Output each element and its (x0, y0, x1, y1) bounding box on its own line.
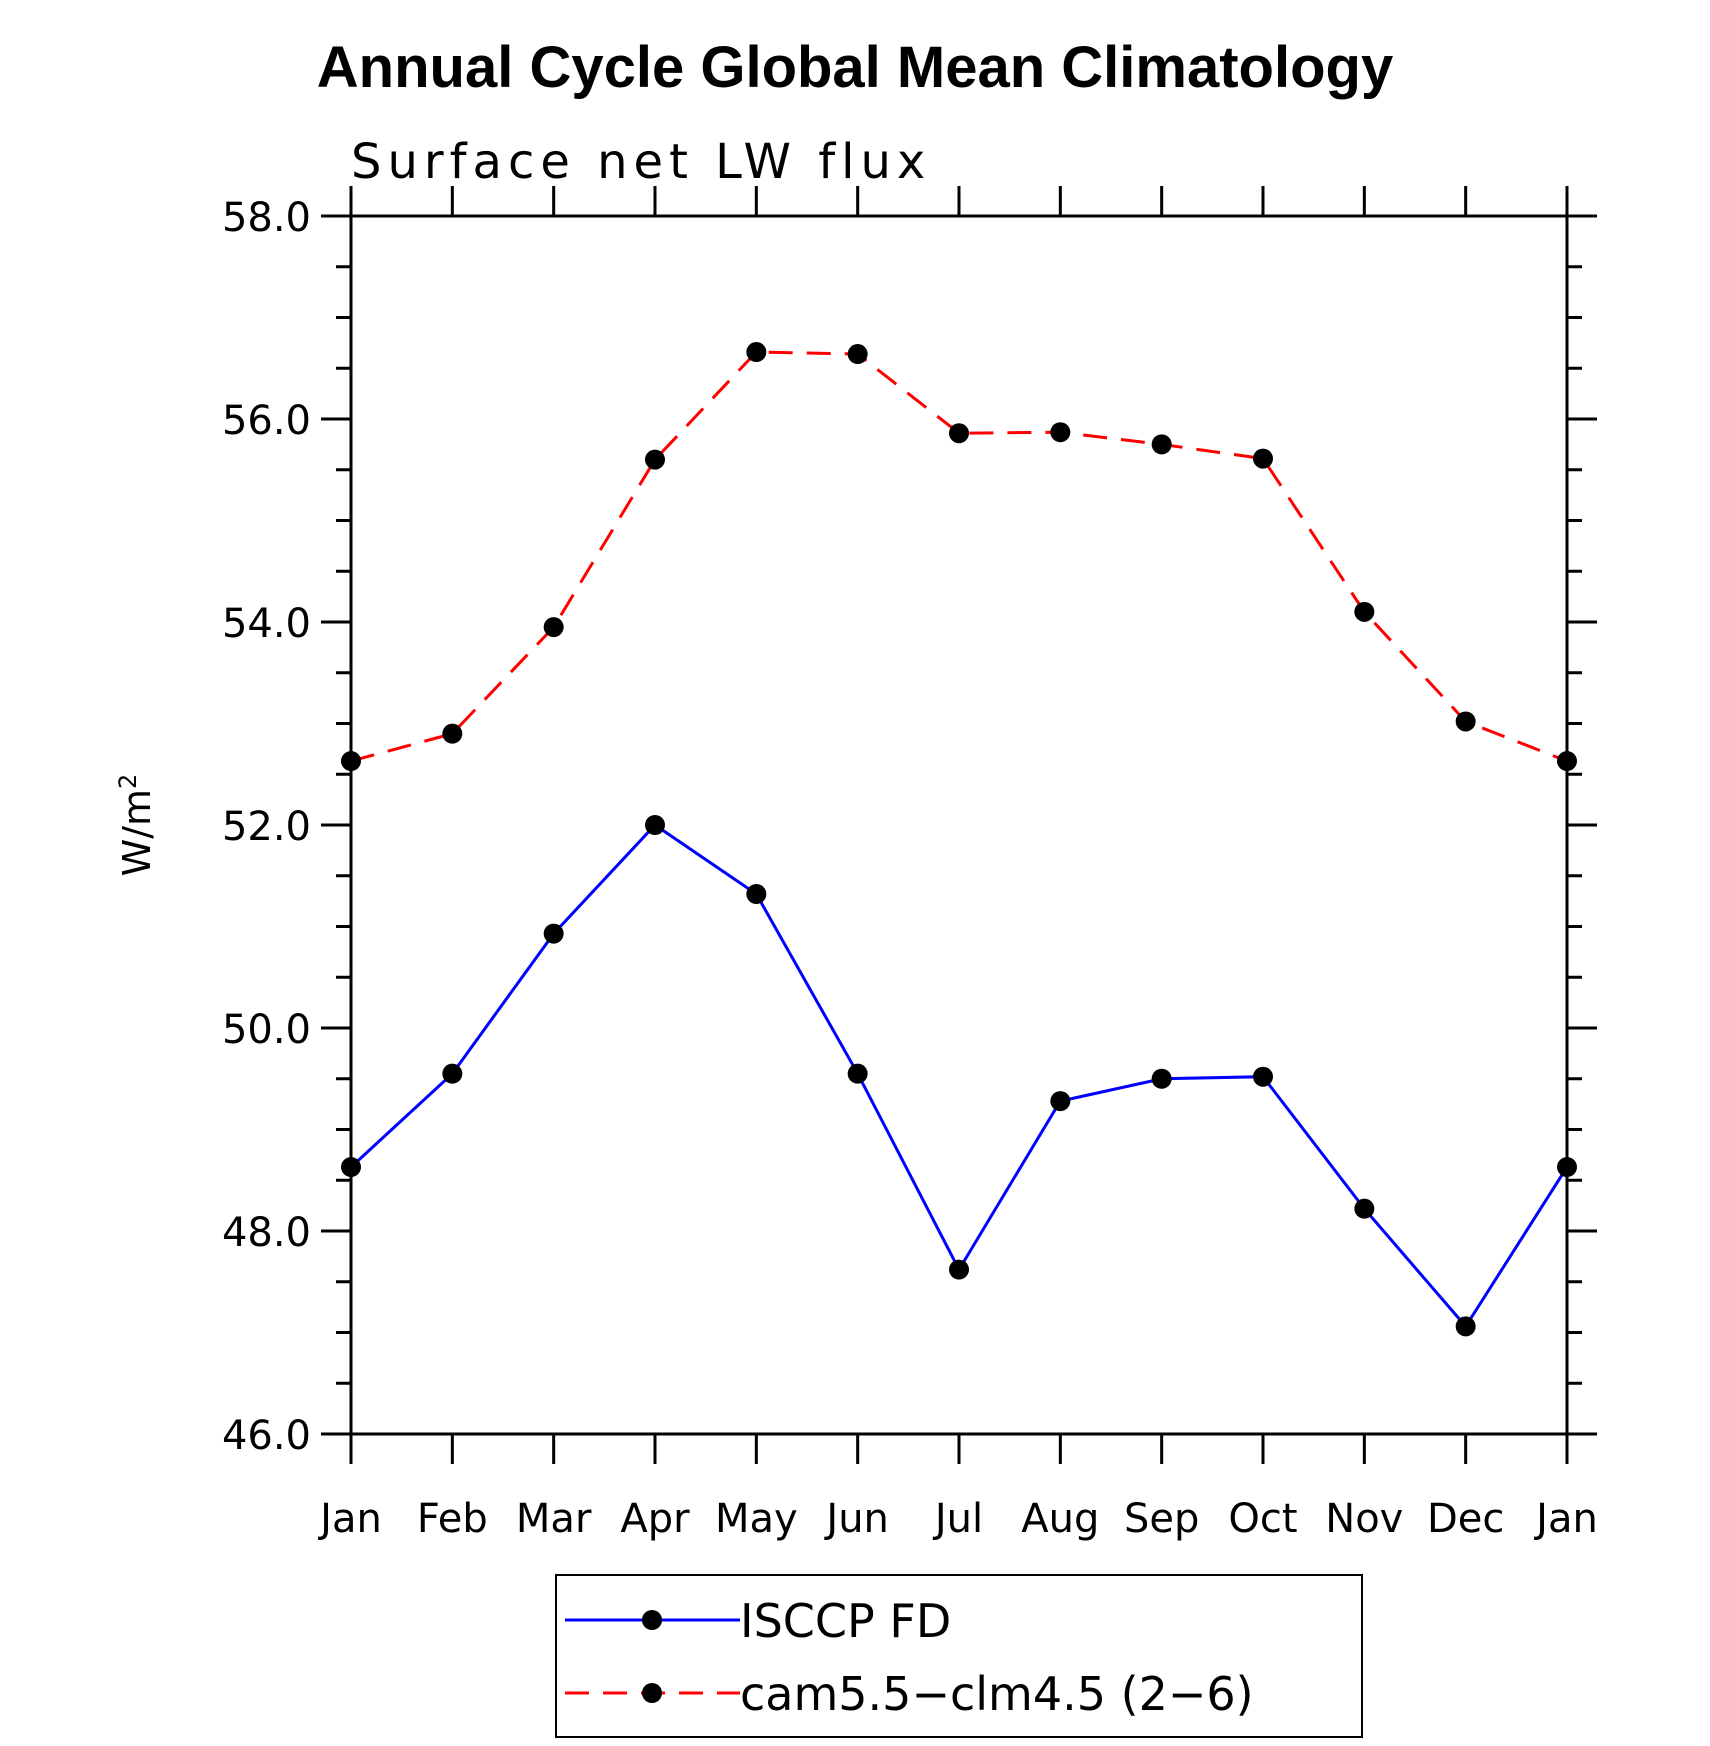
x-tick-label: Oct (1228, 1496, 1297, 1542)
chart-title: Annual Cycle Global Mean Climatology (317, 35, 1393, 100)
data-point-series-1 (1050, 422, 1071, 443)
x-tick-label: Nov (1325, 1496, 1403, 1542)
data-point-series-0 (341, 1157, 361, 1178)
y-axis-label: W/m2 (114, 774, 159, 877)
y-tick-label: 54.0 (222, 601, 311, 647)
y-tick-labels: 46.0 48.0 50.0 52.0 54.0 56.0 58.0 (222, 195, 311, 1459)
chart-subtitle: Surface net LW flux (351, 134, 931, 190)
series-line-0 (349, 823, 1569, 1329)
series-line-1 (350, 350, 1568, 763)
x-tick-label: Jan (317, 1496, 382, 1542)
x-tick-label: May (715, 1496, 798, 1542)
y-axis-label-superscript: 2 (114, 774, 142, 789)
legend-box (555, 1574, 1363, 1738)
data-point-series-1 (341, 751, 361, 772)
data-point-series-1 (1455, 711, 1476, 732)
data-point-series-0 (1050, 1091, 1071, 1112)
x-tick-label: Aug (1021, 1496, 1099, 1542)
x-tick-label: Sep (1124, 1496, 1199, 1542)
data-point-series-0 (1253, 1066, 1273, 1087)
x-tick-label: Mar (516, 1496, 592, 1542)
x-tick-label: Feb (417, 1496, 488, 1542)
y-tick-label: 48.0 (222, 1210, 311, 1256)
x-tick-label: Jun (823, 1496, 889, 1542)
legend-marker-cam55-clm45 (642, 1683, 662, 1703)
legend-marker-isccp-fd (642, 1610, 662, 1630)
y-tick-label: 56.0 (222, 398, 311, 444)
plot-frame (349, 214, 1569, 1436)
data-point-series-1 (847, 344, 868, 365)
y-tick-label: 52.0 (222, 804, 311, 850)
data-point-series-1 (1151, 434, 1172, 455)
data-point-series-0 (442, 1063, 463, 1084)
data-point-series-0 (1455, 1316, 1476, 1337)
data-point-series-0 (645, 815, 665, 835)
data-point-series-1 (442, 723, 463, 744)
data-point-series-1 (1557, 751, 1577, 772)
data-point-series-0 (543, 923, 564, 944)
legend-label-isccp-fd: ISCCP FD (740, 1594, 951, 1648)
data-point-series-0 (746, 884, 767, 905)
data-point-series-1 (645, 449, 665, 470)
data-point-series-1 (543, 617, 564, 638)
x-tick-label: Jul (932, 1496, 983, 1542)
data-point-series-1 (1253, 448, 1273, 469)
legend-label-cam55-clm45: cam5.5−clm4.5 (2−6) (740, 1667, 1254, 1721)
data-point-series-0 (949, 1259, 969, 1280)
x-tick-labels: Jan Feb Mar Apr May Jun Jul Aug Sep Oct Nov Dec Jan (317, 1496, 1598, 1542)
y-tick-label: 46.0 (222, 1413, 311, 1459)
y-axis-label-text: W/m (115, 789, 159, 876)
data-point-series-1 (949, 423, 969, 444)
y-tick-label: 50.0 (222, 1007, 311, 1053)
data-point-series-0 (1151, 1068, 1172, 1089)
x-tick-label: Apr (620, 1496, 690, 1542)
legend: ISCCP FD cam5.5−clm4.5 (2−6) (555, 1574, 1363, 1738)
series-layer (341, 342, 1577, 1337)
data-point-series-1 (746, 342, 767, 363)
data-point-series-1 (1354, 601, 1375, 622)
x-tick-label: Dec (1427, 1496, 1504, 1542)
y-tick-label: 58.0 (222, 195, 311, 241)
x-tick-label: Jan (1533, 1496, 1598, 1542)
data-point-series-0 (1354, 1198, 1375, 1219)
data-point-series-0 (1557, 1157, 1577, 1178)
data-point-series-0 (847, 1063, 868, 1084)
axis-ticks (321, 186, 1597, 1464)
